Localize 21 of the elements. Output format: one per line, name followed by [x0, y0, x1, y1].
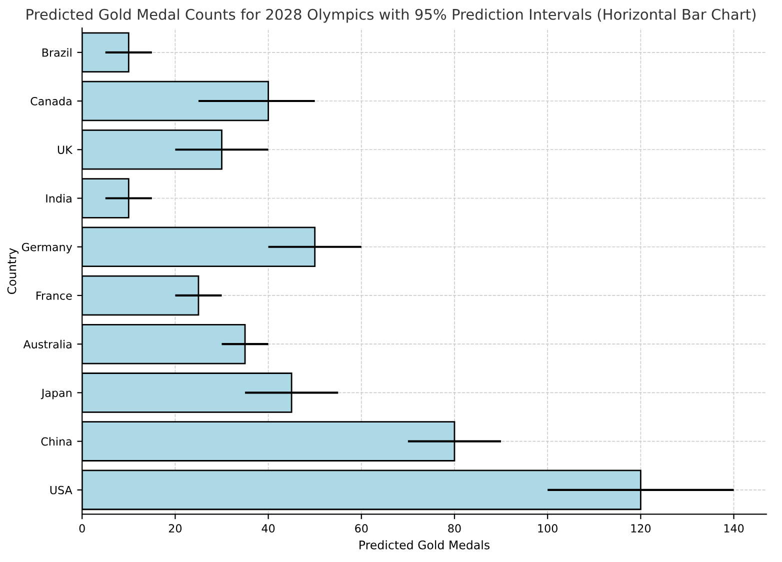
y-tick-label: Japan: [40, 388, 72, 400]
x-tick-label: 20: [168, 524, 182, 533]
y-tick-label: India: [46, 194, 72, 203]
x-tick-label: 120: [631, 524, 651, 533]
chart-title: Predicted Gold Medal Counts for 2028 Olympics with 95% Prediction Intervals (Horizontal Bar Chart): [26, 8, 756, 23]
y-tick-label: USA: [50, 486, 72, 494]
x-tick-label: 140: [724, 524, 744, 533]
x-axis-title: Predicted Gold Medals: [360, 540, 490, 550]
y-axis-title: Country: [7, 248, 19, 294]
y-tick-label: Australia: [23, 340, 72, 348]
y-tick-label: China: [41, 437, 72, 446]
x-tick-label: 40: [262, 524, 275, 533]
y-tick-label: Canada: [30, 96, 72, 106]
y-tick-label: Germany: [22, 242, 72, 254]
x-tick-label: 0: [79, 524, 85, 533]
x-tick-label: 100: [538, 524, 558, 533]
y-tick-label: Brazil: [42, 48, 72, 57]
y-tick-label: France: [36, 292, 72, 300]
x-tick-label: 80: [448, 524, 461, 533]
x-tick-label: 60: [355, 524, 368, 533]
y-tick-label: UK: [58, 146, 73, 154]
